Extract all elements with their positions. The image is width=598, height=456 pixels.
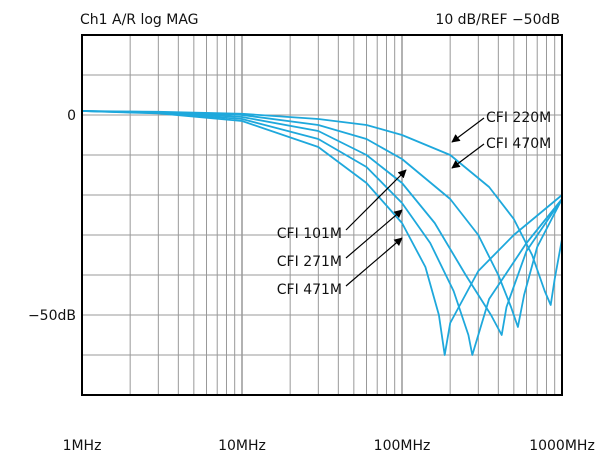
- annotation-label: CFI 471M: [277, 282, 342, 298]
- annotation-label: CFI 470M: [486, 136, 551, 152]
- x-tick-label: 1MHz: [63, 438, 102, 454]
- annotation-arrow: [345, 237, 403, 287]
- annotation-arrow: [345, 209, 403, 259]
- tick-labels: 1MHz 10MHz 100MHz 1000MHz 0 −50dB: [28, 108, 595, 454]
- x-tick-label: 10MHz: [218, 438, 266, 454]
- plot-frame: [81, 34, 563, 396]
- annotation-arrow: [345, 169, 407, 231]
- plot-area: [81, 110, 563, 356]
- series-line: [81, 110, 563, 306]
- series-line: [81, 110, 563, 336]
- y-tick-label: 0: [67, 108, 76, 124]
- annotations: CFI 220M CFI 470M CFI 101M CFI 271M CFI 471M: [277, 110, 551, 298]
- annotation-arrow: [451, 117, 485, 143]
- grid: [82, 35, 562, 395]
- x-tick-label: 1000MHz: [529, 438, 595, 454]
- series-line: [81, 110, 563, 356]
- series-line: [81, 110, 563, 328]
- annotation-label: CFI 101M: [277, 226, 342, 242]
- y-tick-label: −50dB: [28, 308, 76, 324]
- chart-header-left: Ch1 A/R log MAG: [80, 12, 199, 28]
- chart-header-right: 10 dB/REF −50dB: [435, 12, 560, 28]
- x-tick-label: 100MHz: [374, 438, 431, 454]
- annotation-arrow: [451, 143, 485, 169]
- annotation-label: CFI 271M: [277, 254, 342, 270]
- annotation-label: CFI 220M: [486, 110, 551, 126]
- series-line: [81, 110, 563, 356]
